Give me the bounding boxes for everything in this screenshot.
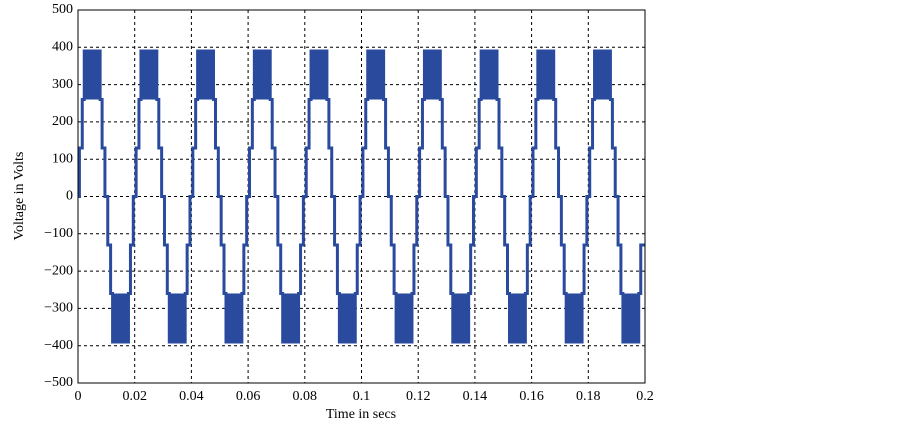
plot-frame bbox=[77, 9, 646, 384]
waveform-line bbox=[77, 49, 645, 344]
pwm-block bbox=[452, 293, 469, 342]
y-axis-label: Voltage in Volts bbox=[12, 152, 27, 241]
pwm-block bbox=[197, 51, 214, 100]
pwm-block bbox=[509, 293, 526, 342]
y-tick-label: 100 bbox=[52, 151, 73, 166]
pwm-block bbox=[225, 293, 242, 342]
pwm-block bbox=[594, 51, 611, 100]
pwm-block bbox=[481, 51, 498, 100]
y-tick-label: 300 bbox=[52, 77, 73, 92]
x-axis-label: Time in secs bbox=[326, 407, 396, 422]
y-tick-label: 200 bbox=[52, 114, 73, 129]
pwm-block bbox=[112, 293, 129, 342]
y-tick-label: 500 bbox=[52, 2, 73, 17]
y-tick-label: −300 bbox=[44, 301, 73, 316]
pwm-block bbox=[424, 51, 441, 100]
y-tick-label: −200 bbox=[44, 263, 73, 278]
x-tick-label: 0.18 bbox=[576, 389, 601, 404]
pwm-block bbox=[622, 293, 639, 342]
x-tick-label: 0.06 bbox=[236, 389, 261, 404]
y-tick-label: −500 bbox=[44, 375, 73, 390]
pwm-block bbox=[254, 51, 271, 100]
pwm-block bbox=[84, 51, 101, 100]
pwm-block bbox=[339, 293, 356, 342]
x-tick-label: 0.04 bbox=[179, 389, 204, 404]
y-tick-label: 0 bbox=[66, 189, 73, 204]
pwm-block bbox=[311, 51, 327, 100]
x-tick-label: 0.12 bbox=[406, 389, 431, 404]
pwm-block bbox=[566, 293, 583, 342]
y-tick-label: −400 bbox=[44, 338, 73, 353]
x-tick-label: 0 bbox=[75, 389, 82, 404]
x-tick-label: 0.14 bbox=[463, 389, 488, 404]
pwm-block bbox=[140, 51, 157, 100]
y-tick-label: 400 bbox=[52, 40, 73, 55]
x-tick-label: 0.08 bbox=[293, 389, 318, 404]
pwm-block bbox=[282, 293, 299, 342]
y-tick-label: −100 bbox=[44, 226, 73, 241]
x-tick-label: 0.16 bbox=[519, 389, 544, 404]
x-tick-label: 0.2 bbox=[636, 389, 654, 404]
pwm-block bbox=[537, 51, 554, 100]
pwm-block bbox=[396, 293, 412, 342]
pwm-block bbox=[367, 51, 384, 100]
pwm-block bbox=[169, 293, 186, 342]
x-tick-label: 0.1 bbox=[353, 389, 371, 404]
x-tick-label: 0.02 bbox=[122, 389, 147, 404]
